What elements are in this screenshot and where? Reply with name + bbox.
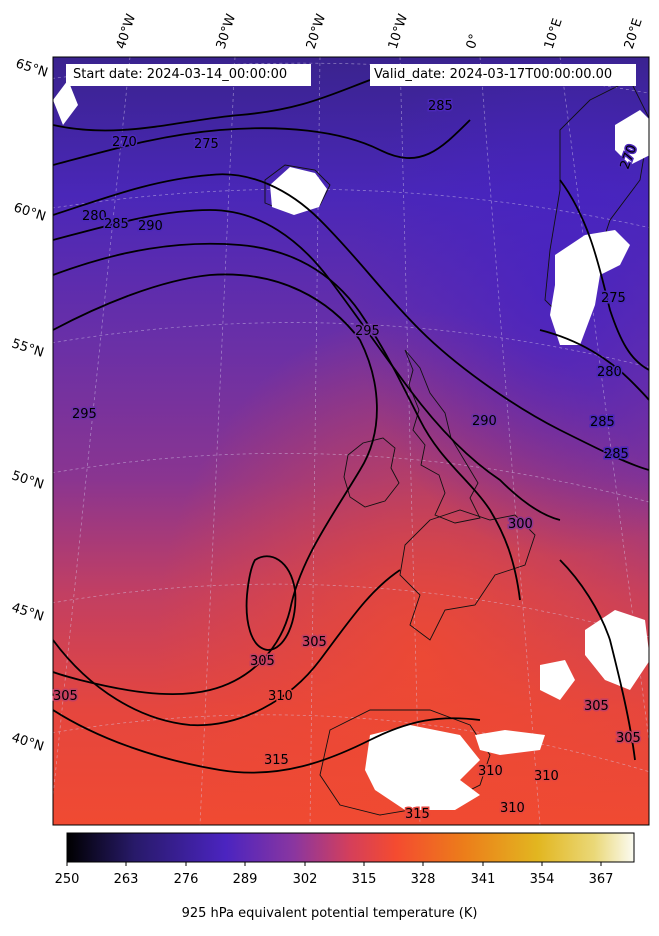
masked-terrain xyxy=(53,80,649,810)
contour-label: 275 xyxy=(601,291,626,306)
contour-label: 305 xyxy=(616,731,641,746)
contour-label: 275 xyxy=(194,137,219,152)
france-coast xyxy=(399,509,536,641)
colorbar-tick-label: 367 xyxy=(588,872,614,887)
contour-label: 290 xyxy=(138,219,163,234)
contour-label: 305 xyxy=(584,699,609,714)
colorbar xyxy=(66,832,635,863)
colorbar-tick-label: 328 xyxy=(410,872,436,887)
contour-label: 315 xyxy=(405,807,430,822)
colorbar-tick-label: 341 xyxy=(470,872,496,887)
contour-label: 280 xyxy=(597,365,622,380)
contour-label: 280 xyxy=(82,209,107,224)
contour-label: 305 xyxy=(53,689,78,704)
colorbar-tick-label: 276 xyxy=(173,872,199,887)
contour-label: 285 xyxy=(428,99,453,114)
contour-label: 305 xyxy=(250,654,275,669)
field-layer xyxy=(53,57,649,825)
colorbar-ticks xyxy=(66,862,602,866)
contour-label: 310 xyxy=(500,801,525,816)
contour-label: 290 xyxy=(472,414,497,429)
colorbar-tick-label: 263 xyxy=(113,872,139,887)
contour-label: 285 xyxy=(104,217,129,232)
contour-label: 300 xyxy=(508,517,533,532)
iceland-coast xyxy=(264,164,331,214)
start-date-label: Start date: 2024-03-14_00:00:00 xyxy=(66,64,311,86)
contour-label: 310 xyxy=(478,764,503,779)
colorbar-tick-label: 289 xyxy=(232,872,258,887)
colorbar-tick-label: 250 xyxy=(54,872,80,887)
valid-date-label: Valid_date: 2024-03-17T00:00:00.00 xyxy=(370,64,636,86)
contour-label: 285 xyxy=(604,447,629,462)
british-isles-coast xyxy=(404,349,481,524)
contour-label: 310 xyxy=(534,769,559,784)
colorbar-tick-label: 315 xyxy=(351,872,377,887)
start-date-text: Start date: 2024-03-14_00:00:00 xyxy=(73,67,288,82)
contour-label: 295 xyxy=(72,407,97,422)
contour-label: 310 xyxy=(268,689,293,704)
contour-label: 285 xyxy=(590,415,615,430)
contour-labels: 270 275 280 285 290 285 295 295 290 300 … xyxy=(52,98,643,824)
theta-e-contours xyxy=(53,79,649,774)
valid-date-text: Valid_date: 2024-03-17T00:00:00.00 xyxy=(374,67,613,82)
iberia-coast xyxy=(319,709,491,816)
map-frame xyxy=(52,56,650,826)
contour-label: 295 xyxy=(355,324,380,339)
colorbar-title: 925 hPa equivalent potential temperature… xyxy=(181,906,478,921)
colorbar-tick-label: 302 xyxy=(292,872,318,887)
colorbar-tick-label: 354 xyxy=(529,872,555,887)
contour-label: 315 xyxy=(264,753,289,768)
contour-label: 270 xyxy=(112,135,137,150)
contour-label: 305 xyxy=(302,635,327,650)
